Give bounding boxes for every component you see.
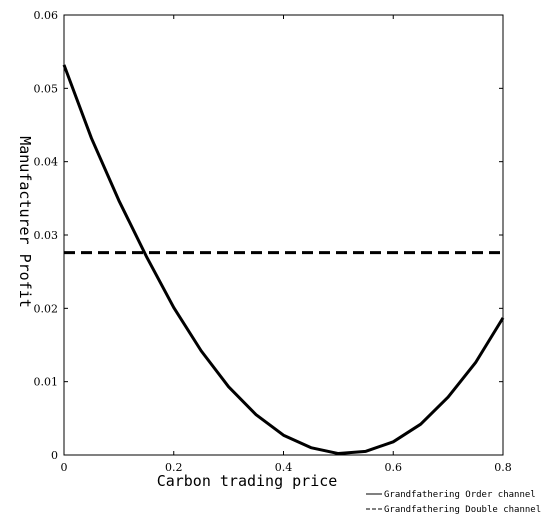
y-tick-label: 0.06 [34, 9, 59, 22]
y-tick-label: 0.05 [34, 82, 59, 95]
x-tick-label: 0.4 [275, 461, 293, 474]
y-axis-label: Manufacturer Profit [16, 136, 34, 308]
y-tick-label: 0.04 [34, 156, 59, 169]
x-tick-label: 0 [61, 461, 68, 474]
x-tick-label: 0.8 [494, 461, 512, 474]
series-lines [62, 64, 505, 456]
axis-ticks: 0 0.2 0.4 0.6 0.8 0 0.01 0.02 0.03 0.04 0.05 0.06 [34, 9, 512, 474]
series-line-order-channel [62, 64, 505, 456]
legend-label: Grandfathering Order channel [384, 490, 536, 500]
legend-label: Grandfathering Double channel [384, 505, 541, 515]
y-tick-label: 0.02 [34, 302, 59, 315]
x-axis-label: Carbon trading price [157, 472, 338, 490]
y-tick-label: 0.03 [34, 229, 59, 242]
y-tick-label: 0 [51, 449, 58, 462]
legend: Grandfathering Order channel Grandfatheri… [366, 490, 541, 515]
y-tick-label: 0.01 [34, 376, 59, 389]
x-tick-label: 0.6 [385, 461, 403, 474]
plot-frame [63, 14, 504, 456]
x-tick-label: 0.2 [165, 461, 183, 474]
